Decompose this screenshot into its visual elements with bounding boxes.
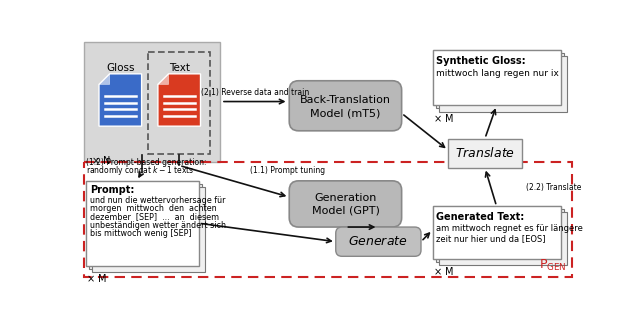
Bar xyxy=(436,53,564,108)
Text: Gloss: Gloss xyxy=(106,63,134,73)
Text: unbeständigen wetter ändert sich: unbeständigen wetter ändert sich xyxy=(90,221,226,230)
Text: bis mittwoch wenig [SEP]: bis mittwoch wenig [SEP] xyxy=(90,229,192,238)
Text: Synthetic Gloss:: Synthetic Gloss: xyxy=(436,56,526,66)
Text: Text: Text xyxy=(169,63,189,73)
Text: Back-Translation: Back-Translation xyxy=(300,95,391,105)
Text: morgen  mittwoch  den  achten: morgen mittwoch den achten xyxy=(90,204,217,213)
Text: $\times$ N: $\times$ N xyxy=(91,154,111,166)
Text: randomly concat $k-1$ texts: randomly concat $k-1$ texts xyxy=(86,164,195,177)
Text: dezember  [SEP]  ...  an  diesem: dezember [SEP] ... an diesem xyxy=(90,212,219,221)
Text: Model (mT5): Model (mT5) xyxy=(310,108,381,118)
Text: $\times$ M: $\times$ M xyxy=(433,265,453,277)
Bar xyxy=(433,206,561,259)
Polygon shape xyxy=(158,74,168,84)
Bar xyxy=(86,181,198,266)
Text: am mittwoch regnet es für längere: am mittwoch regnet es für längere xyxy=(436,224,584,233)
Text: P$_{\mathregular{GEN}}$: P$_{\mathregular{GEN}}$ xyxy=(539,258,566,273)
Bar xyxy=(92,187,205,272)
Text: $\it{Generate}$: $\it{Generate}$ xyxy=(348,235,408,248)
Polygon shape xyxy=(99,74,109,84)
Text: (1.2) Prompt-based generation:: (1.2) Prompt-based generation: xyxy=(86,158,207,167)
FancyBboxPatch shape xyxy=(289,81,402,131)
Text: Model (GPT): Model (GPT) xyxy=(312,205,380,215)
FancyBboxPatch shape xyxy=(336,227,421,256)
Bar xyxy=(433,206,561,259)
Bar xyxy=(86,181,198,266)
Bar xyxy=(433,50,561,105)
Bar xyxy=(436,209,564,262)
Bar xyxy=(448,139,522,168)
Text: (1.1) Prompt tuning: (1.1) Prompt tuning xyxy=(250,166,326,175)
Text: Generated Text:: Generated Text: xyxy=(436,212,525,222)
Text: $\times$ M: $\times$ M xyxy=(86,272,107,284)
Text: (2.1) Reverse data and train: (2.1) Reverse data and train xyxy=(201,88,309,97)
Bar xyxy=(84,42,220,162)
Text: mittwoch lang regen nur ix: mittwoch lang regen nur ix xyxy=(436,68,559,77)
Text: $\times$ M: $\times$ M xyxy=(433,112,453,124)
Bar xyxy=(84,162,572,277)
FancyBboxPatch shape xyxy=(289,181,402,227)
Text: $\it{Translate}$: $\it{Translate}$ xyxy=(455,146,515,160)
Text: Generation: Generation xyxy=(314,193,376,203)
Bar xyxy=(90,184,202,268)
Bar xyxy=(433,50,561,105)
Text: (2.2) Translate: (2.2) Translate xyxy=(525,182,581,191)
Text: und nun die wettervorhersage für: und nun die wettervorhersage für xyxy=(90,196,225,204)
Text: zeit nur hier und da [EOS]: zeit nur hier und da [EOS] xyxy=(436,234,546,243)
Bar xyxy=(439,56,566,112)
Polygon shape xyxy=(158,74,200,126)
Bar xyxy=(439,212,566,265)
Polygon shape xyxy=(99,74,141,126)
Text: Prompt:: Prompt: xyxy=(90,185,134,195)
